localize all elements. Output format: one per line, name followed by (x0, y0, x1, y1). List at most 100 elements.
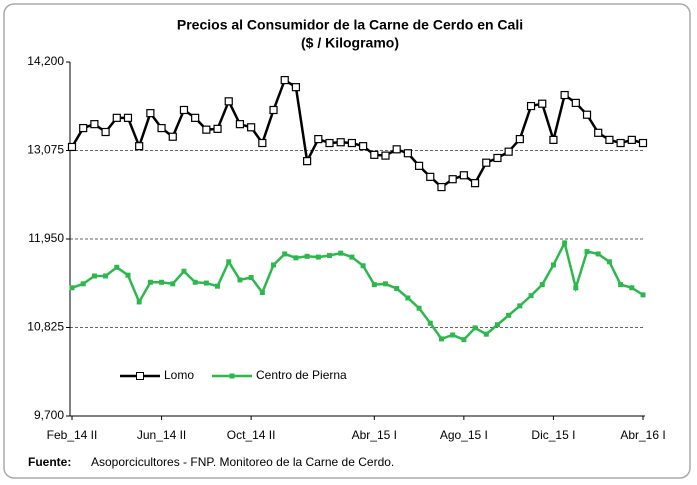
point (170, 281, 176, 287)
point (371, 282, 377, 288)
x-tick-label: Ago_15 I (440, 428, 488, 442)
point (427, 320, 433, 326)
point (80, 281, 86, 287)
point (594, 128, 603, 137)
point (606, 259, 612, 265)
point (338, 250, 344, 256)
point (582, 110, 592, 119)
point (315, 254, 321, 260)
point (168, 132, 177, 141)
point (392, 145, 401, 154)
point (347, 138, 357, 148)
x-tick-label: Feb_14 II (47, 428, 98, 442)
point (438, 336, 444, 342)
point (67, 142, 77, 152)
point (327, 253, 333, 259)
point (349, 254, 355, 260)
point (414, 161, 424, 170)
x-tick-label: Abr_16 I (620, 428, 665, 442)
point (616, 138, 625, 148)
point (293, 255, 299, 261)
point (247, 123, 256, 132)
point (472, 325, 478, 331)
point (549, 135, 558, 144)
x-tick-label: Abr_15 I (352, 428, 397, 442)
point (90, 120, 99, 129)
point (493, 153, 502, 163)
point (112, 113, 121, 122)
point (135, 142, 144, 151)
point (560, 90, 569, 100)
point (181, 268, 187, 274)
point (405, 295, 411, 301)
point (640, 292, 646, 298)
y-tick-label: 14,200 (27, 54, 64, 68)
point (382, 281, 388, 287)
point (416, 305, 422, 311)
point (528, 293, 534, 299)
point (235, 120, 245, 129)
series-line (70, 78, 644, 189)
point (304, 253, 310, 259)
point (314, 134, 323, 144)
y-tick-label: 9,700 (34, 408, 64, 422)
point (282, 251, 288, 257)
point (618, 282, 624, 288)
point (638, 138, 648, 148)
point (506, 312, 512, 318)
frame (3, 3, 691, 479)
legend-marker (229, 373, 235, 379)
point (448, 175, 457, 184)
series-line (71, 239, 644, 342)
point (360, 263, 366, 269)
point (103, 273, 109, 279)
point (538, 99, 547, 108)
point (515, 134, 524, 144)
point (114, 264, 120, 270)
y-tick-label: 13,075 (27, 143, 64, 157)
point (136, 299, 142, 305)
point (394, 286, 400, 292)
x-tick-label: Jun_14 II (137, 428, 186, 442)
point (146, 109, 155, 118)
chart-subtitle: ($ / Kilogramo) (301, 35, 399, 51)
chart-title: Precios al Consumidor de la Carne de Cer… (177, 17, 523, 33)
point (571, 98, 580, 108)
point (584, 249, 590, 255)
point (461, 337, 467, 343)
point (526, 101, 536, 111)
point (550, 262, 556, 268)
point (237, 277, 243, 283)
point (494, 322, 500, 328)
y-tick-label: 11,950 (28, 231, 64, 245)
source-label: Fuente: (28, 455, 71, 469)
point (605, 135, 614, 144)
point (336, 138, 345, 147)
legend-label: Centro de Pierna (256, 368, 347, 382)
point (258, 138, 267, 148)
point (450, 332, 456, 338)
point (595, 251, 601, 257)
point (125, 272, 131, 278)
point (381, 151, 390, 160)
point (259, 289, 265, 295)
point (325, 138, 334, 148)
point (91, 273, 97, 279)
point (539, 282, 545, 288)
point (248, 275, 254, 281)
x-tick-label: Dic_15 I (531, 428, 575, 442)
point (123, 113, 133, 122)
point (271, 262, 277, 268)
source: Asoporcicultores - FNP. Monitoreo de la … (91, 455, 394, 469)
point (191, 113, 200, 122)
point (213, 124, 222, 133)
point (215, 283, 221, 289)
point (101, 127, 110, 137)
point (224, 97, 233, 106)
point (470, 179, 480, 188)
point (226, 259, 232, 265)
point (504, 147, 513, 156)
point (269, 105, 278, 115)
x-tick-label: Oct_14 II (227, 428, 276, 442)
